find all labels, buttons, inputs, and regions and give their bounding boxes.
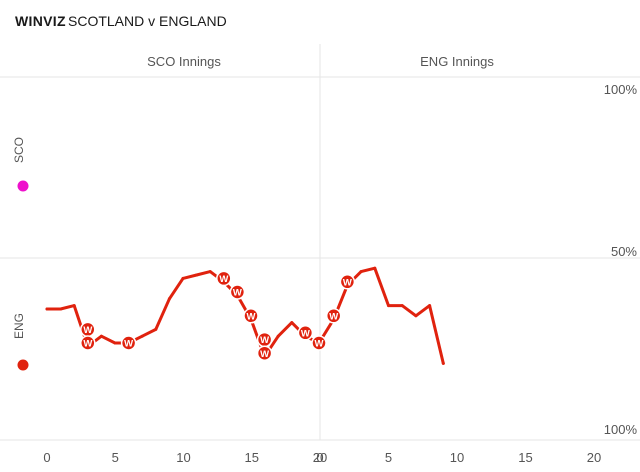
data-point [208, 270, 212, 274]
data-point [428, 304, 432, 308]
data-point [72, 304, 76, 308]
match-title: SCOTLAND v ENGLAND [68, 13, 227, 29]
x-tick-label: 20 [587, 450, 601, 465]
team-dot-eng [17, 359, 29, 371]
x-tick-label: 5 [112, 450, 119, 465]
x-tick-label: 0 [43, 450, 50, 465]
wicket-marker-label: W [315, 339, 324, 350]
wicket-marker[interactable] [311, 335, 327, 351]
wicket-marker-label: W [260, 335, 269, 346]
header: WINVIZ SCOTLAND v ENGLAND [0, 0, 640, 44]
x-tick-label: 15 [245, 450, 259, 465]
wicket-marker[interactable] [120, 335, 137, 351]
data-point [276, 334, 280, 338]
data-point [140, 334, 144, 338]
wicket-marker-label: W [247, 311, 256, 322]
wicket-marker-label: W [83, 325, 92, 336]
data-point [167, 297, 171, 301]
wicket-marker[interactable] [297, 325, 314, 341]
wicket-marker-label: W [329, 311, 338, 322]
y-tick-label: 100% [604, 82, 638, 97]
wicket-marker[interactable] [229, 284, 246, 300]
x-tick-label: 15 [518, 450, 532, 465]
x-tick-label: 0 [316, 450, 323, 465]
wicket-marker-label: W [219, 274, 228, 285]
wicket-marker-label: W [343, 277, 352, 288]
x-tick-label: 5 [385, 450, 392, 465]
data-point [400, 304, 404, 308]
y-tick-label: 100% [604, 422, 638, 437]
data-point [99, 334, 103, 338]
wicket-marker-label: W [301, 328, 310, 339]
data-point [113, 341, 117, 345]
wicket-marker-label: W [260, 349, 269, 360]
data-point [154, 327, 158, 331]
wicket-marker-label: W [124, 339, 133, 350]
panel-header-eng[interactable]: ENG Innings [420, 54, 494, 69]
data-point [387, 304, 390, 308]
wicket-marker[interactable] [339, 274, 356, 290]
data-point [290, 321, 294, 325]
data-point [441, 361, 445, 365]
wicket-marker[interactable] [243, 308, 259, 324]
x-tick-label: 10 [450, 450, 464, 465]
wicket-marker[interactable] [256, 345, 273, 361]
data-point [181, 276, 185, 280]
x-tick-label: 10 [176, 450, 190, 465]
brand-logo-text: WINVIZ [15, 13, 66, 29]
data-point [359, 270, 363, 274]
wicket-marker-label: W [233, 288, 242, 299]
win-probability-line [45, 266, 445, 365]
data-point [45, 307, 49, 311]
wicket-marker[interactable] [216, 270, 232, 287]
team-dot-sco [17, 180, 29, 192]
team-label-eng: ENG [12, 313, 26, 339]
wicket-marker[interactable] [325, 308, 342, 324]
x-tick-label: 20 [313, 450, 327, 465]
data-point [195, 273, 199, 277]
wicket-marker[interactable] [80, 335, 96, 351]
data-point [373, 266, 377, 270]
data-point [59, 307, 63, 311]
y-tick-label: 50% [611, 244, 637, 259]
team-label-sco: SCO [12, 137, 26, 163]
panel-header-sco[interactable]: SCO Innings [147, 54, 221, 69]
data-point [414, 314, 418, 318]
wicket-marker-label: W [83, 339, 92, 350]
